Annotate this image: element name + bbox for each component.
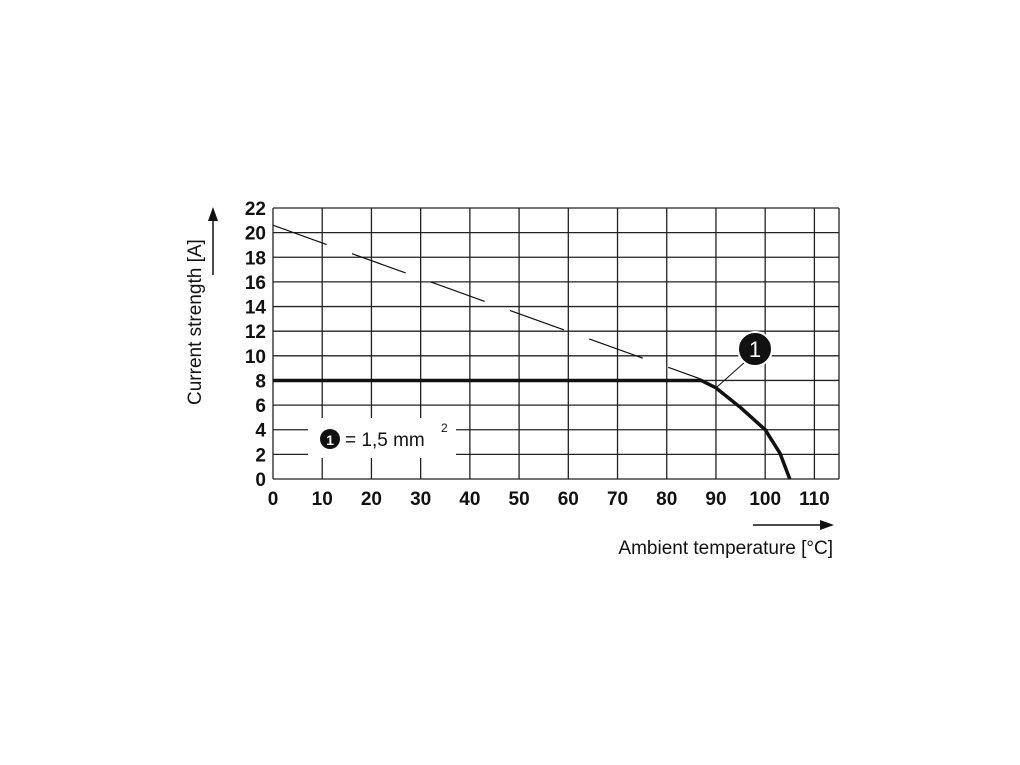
annotation-marker-label: 1 (749, 337, 761, 362)
y-tick-label: 10 (245, 347, 266, 368)
x-tick-label: 60 (558, 489, 579, 510)
y-tick-label: 12 (245, 322, 266, 343)
y-tick-label: 16 (245, 273, 266, 294)
y-tick-label: 22 (245, 199, 266, 220)
dashed-series-line (272, 224, 702, 380)
x-tick-label: 10 (312, 489, 333, 510)
x-tick-label: 40 (459, 489, 480, 510)
x-tick-label: 90 (705, 489, 726, 510)
y-tick-label: 4 (255, 421, 266, 442)
x-tick-label: 100 (749, 489, 781, 510)
legend-superscript: 2 (441, 421, 448, 435)
annotation: 1 (715, 331, 773, 389)
x-tick-label: 20 (361, 489, 382, 510)
y-tick-label: 6 (255, 396, 266, 417)
y-tick-label: 18 (245, 248, 266, 269)
x-tick-label: 50 (509, 489, 530, 510)
legend-text: = 1,5 mm (345, 430, 425, 451)
annotation-marker (737, 331, 773, 367)
solid-series-line (273, 378, 792, 480)
y-tick-label: 0 (255, 470, 266, 491)
legend-box: 1 = 1,5 mm 2 (308, 418, 456, 458)
legend-marker-label: 1 (326, 432, 334, 448)
x-tick-label: 110 (799, 489, 830, 510)
y-axis-label: Current strength [A] (185, 239, 206, 405)
y-tick-label: 2 (255, 445, 266, 466)
x-axis-label: Ambient temperature [°C] (618, 538, 833, 559)
y-tick-label: 14 (245, 298, 267, 319)
y-arrow-head (208, 207, 218, 221)
y-tick-label: 20 (245, 224, 266, 245)
y-tick-label: 8 (255, 371, 266, 392)
x-tick-label: 80 (656, 489, 677, 510)
x-arrow-head (820, 520, 834, 530)
annotation-leader (715, 361, 746, 389)
x-tick-label: 70 (607, 489, 628, 510)
x-tick-label: 30 (410, 489, 431, 510)
x-tick-label: 0 (268, 489, 279, 510)
legend-marker (320, 429, 340, 449)
